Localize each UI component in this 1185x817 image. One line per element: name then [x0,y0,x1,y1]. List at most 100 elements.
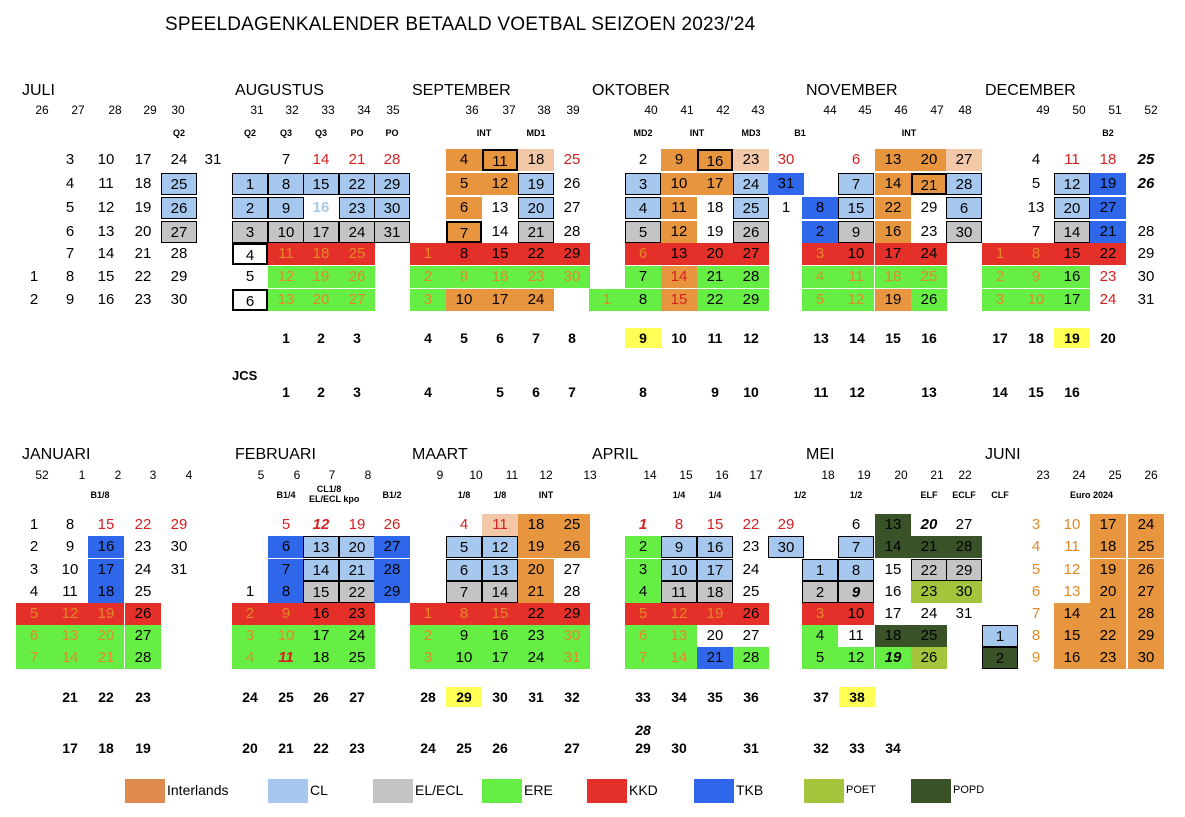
date-cell: 13 [1027,199,1045,216]
matchday-number: 4 [424,330,432,346]
week-number: 50 [1072,103,1086,117]
date-cell: 29 [946,559,982,581]
date-cell: 14 [491,223,509,240]
date-cell: 8 [65,516,75,533]
date-cell: 15 [303,581,339,603]
date-cell: 23 [339,197,375,219]
date-cell: 28 [946,173,982,195]
date-cell: 2 [232,603,268,625]
date-cell: 29 [374,173,410,195]
week-number: 48 [958,103,972,117]
date-cell: 20 [518,197,554,219]
date-cell: 4 [29,583,39,600]
date-cell: 4 [802,266,838,288]
date-cell: 11 [482,514,518,536]
week-number: 36 [465,103,479,117]
week-number: 24 [1072,468,1086,482]
date-cell: 13 [97,223,115,240]
date-cell: 9 [1018,266,1054,288]
date-cell: 12 [482,536,518,558]
matchday-number: 34 [671,689,687,705]
cup-round-number: 14 [992,384,1008,400]
round-tag: B1 [794,128,806,138]
legend-label: EL/ECL [415,782,464,798]
date-cell: 2 [410,625,446,647]
round-tag: B2 [1102,128,1114,138]
week-number: 30 [171,103,185,117]
date-cell: 4 [446,149,482,171]
date-cell: 18 [303,647,339,669]
date-cell: 19 [518,173,554,195]
date-cell: 24 [134,561,152,578]
week-number: 15 [679,468,693,482]
cup-round-number: 4 [424,384,432,400]
date-cell: 3 [29,561,39,578]
week-number: 52 [1144,103,1158,117]
date-cell: 25 [911,625,947,647]
cup-round-number: 24 [420,740,436,756]
date-cell: 8 [625,289,661,311]
date-cell: 25 [1128,536,1164,558]
round-tag: 1/4 [708,490,722,500]
date-cell: 5 [65,199,75,216]
date-cell: 24 [733,173,769,195]
date-cell: 25 [733,197,769,219]
round-tag: MD3 [741,128,761,138]
date-cell: 10 [268,221,304,243]
round-tag: INT [689,128,705,138]
round-tag: 1/4 [672,490,686,500]
date-cell: 20 [911,149,947,171]
week-number: 2 [114,468,122,482]
date-cell: 16 [697,536,733,558]
date-cell: 19 [88,603,124,625]
date-cell: 6 [268,536,304,558]
date-cell: 5 [1031,175,1041,192]
matchday-number: 23 [135,689,151,705]
date-cell: 30 [170,291,188,308]
date-cell: 19 [134,199,152,216]
date-cell: 30 [1137,268,1155,285]
matchday-number: 29 [446,687,482,707]
date-cell: 17 [697,173,733,195]
round-tag: B1/8 [90,490,110,500]
date-cell: 9 [661,149,697,171]
week-number: 28 [108,103,122,117]
date-cell: 2 [410,266,446,288]
week-number: 1 [78,468,86,482]
date-cell: 1 [589,289,625,311]
date-cell: 8 [674,516,684,533]
date-cell: 21 [697,647,733,669]
date-cell: 22 [134,516,152,533]
matchday-number: 13 [813,330,829,346]
week-number: 38 [537,103,551,117]
date-cell: 1 [29,516,39,533]
date-cell: 21 [339,559,375,581]
date-cell: 23 [920,223,938,240]
legend-swatch-popd [911,779,951,803]
date-cell: 10 [446,289,482,311]
week-number: 23 [1036,468,1050,482]
date-cell: 23 [742,538,760,555]
date-cell: 6 [625,243,661,265]
round-tag: ECLF [952,490,976,500]
date-cell: 6 [232,289,268,311]
date-cell: 22 [339,173,375,195]
date-cell: 4 [459,516,469,533]
date-cell: 25 [339,243,375,265]
date-cell: 28 [125,647,161,669]
month-label: MAART [412,446,468,463]
date-cell: 13 [52,625,88,647]
date-cell: 14 [303,559,339,581]
date-cell: 9 [838,221,874,243]
date-cell: 23 [518,266,554,288]
date-cell: 8 [268,581,304,603]
date-cell: 23 [911,581,947,603]
week-number: 11 [505,468,519,482]
round-tag: INT [901,128,917,138]
date-cell: 6 [65,223,75,240]
matchday-number: 7 [532,330,540,346]
round-tag: PO [350,128,364,138]
week-number: 25 [1108,468,1122,482]
date-cell: 3 [982,289,1018,311]
legend-swatch-poet [804,779,844,803]
